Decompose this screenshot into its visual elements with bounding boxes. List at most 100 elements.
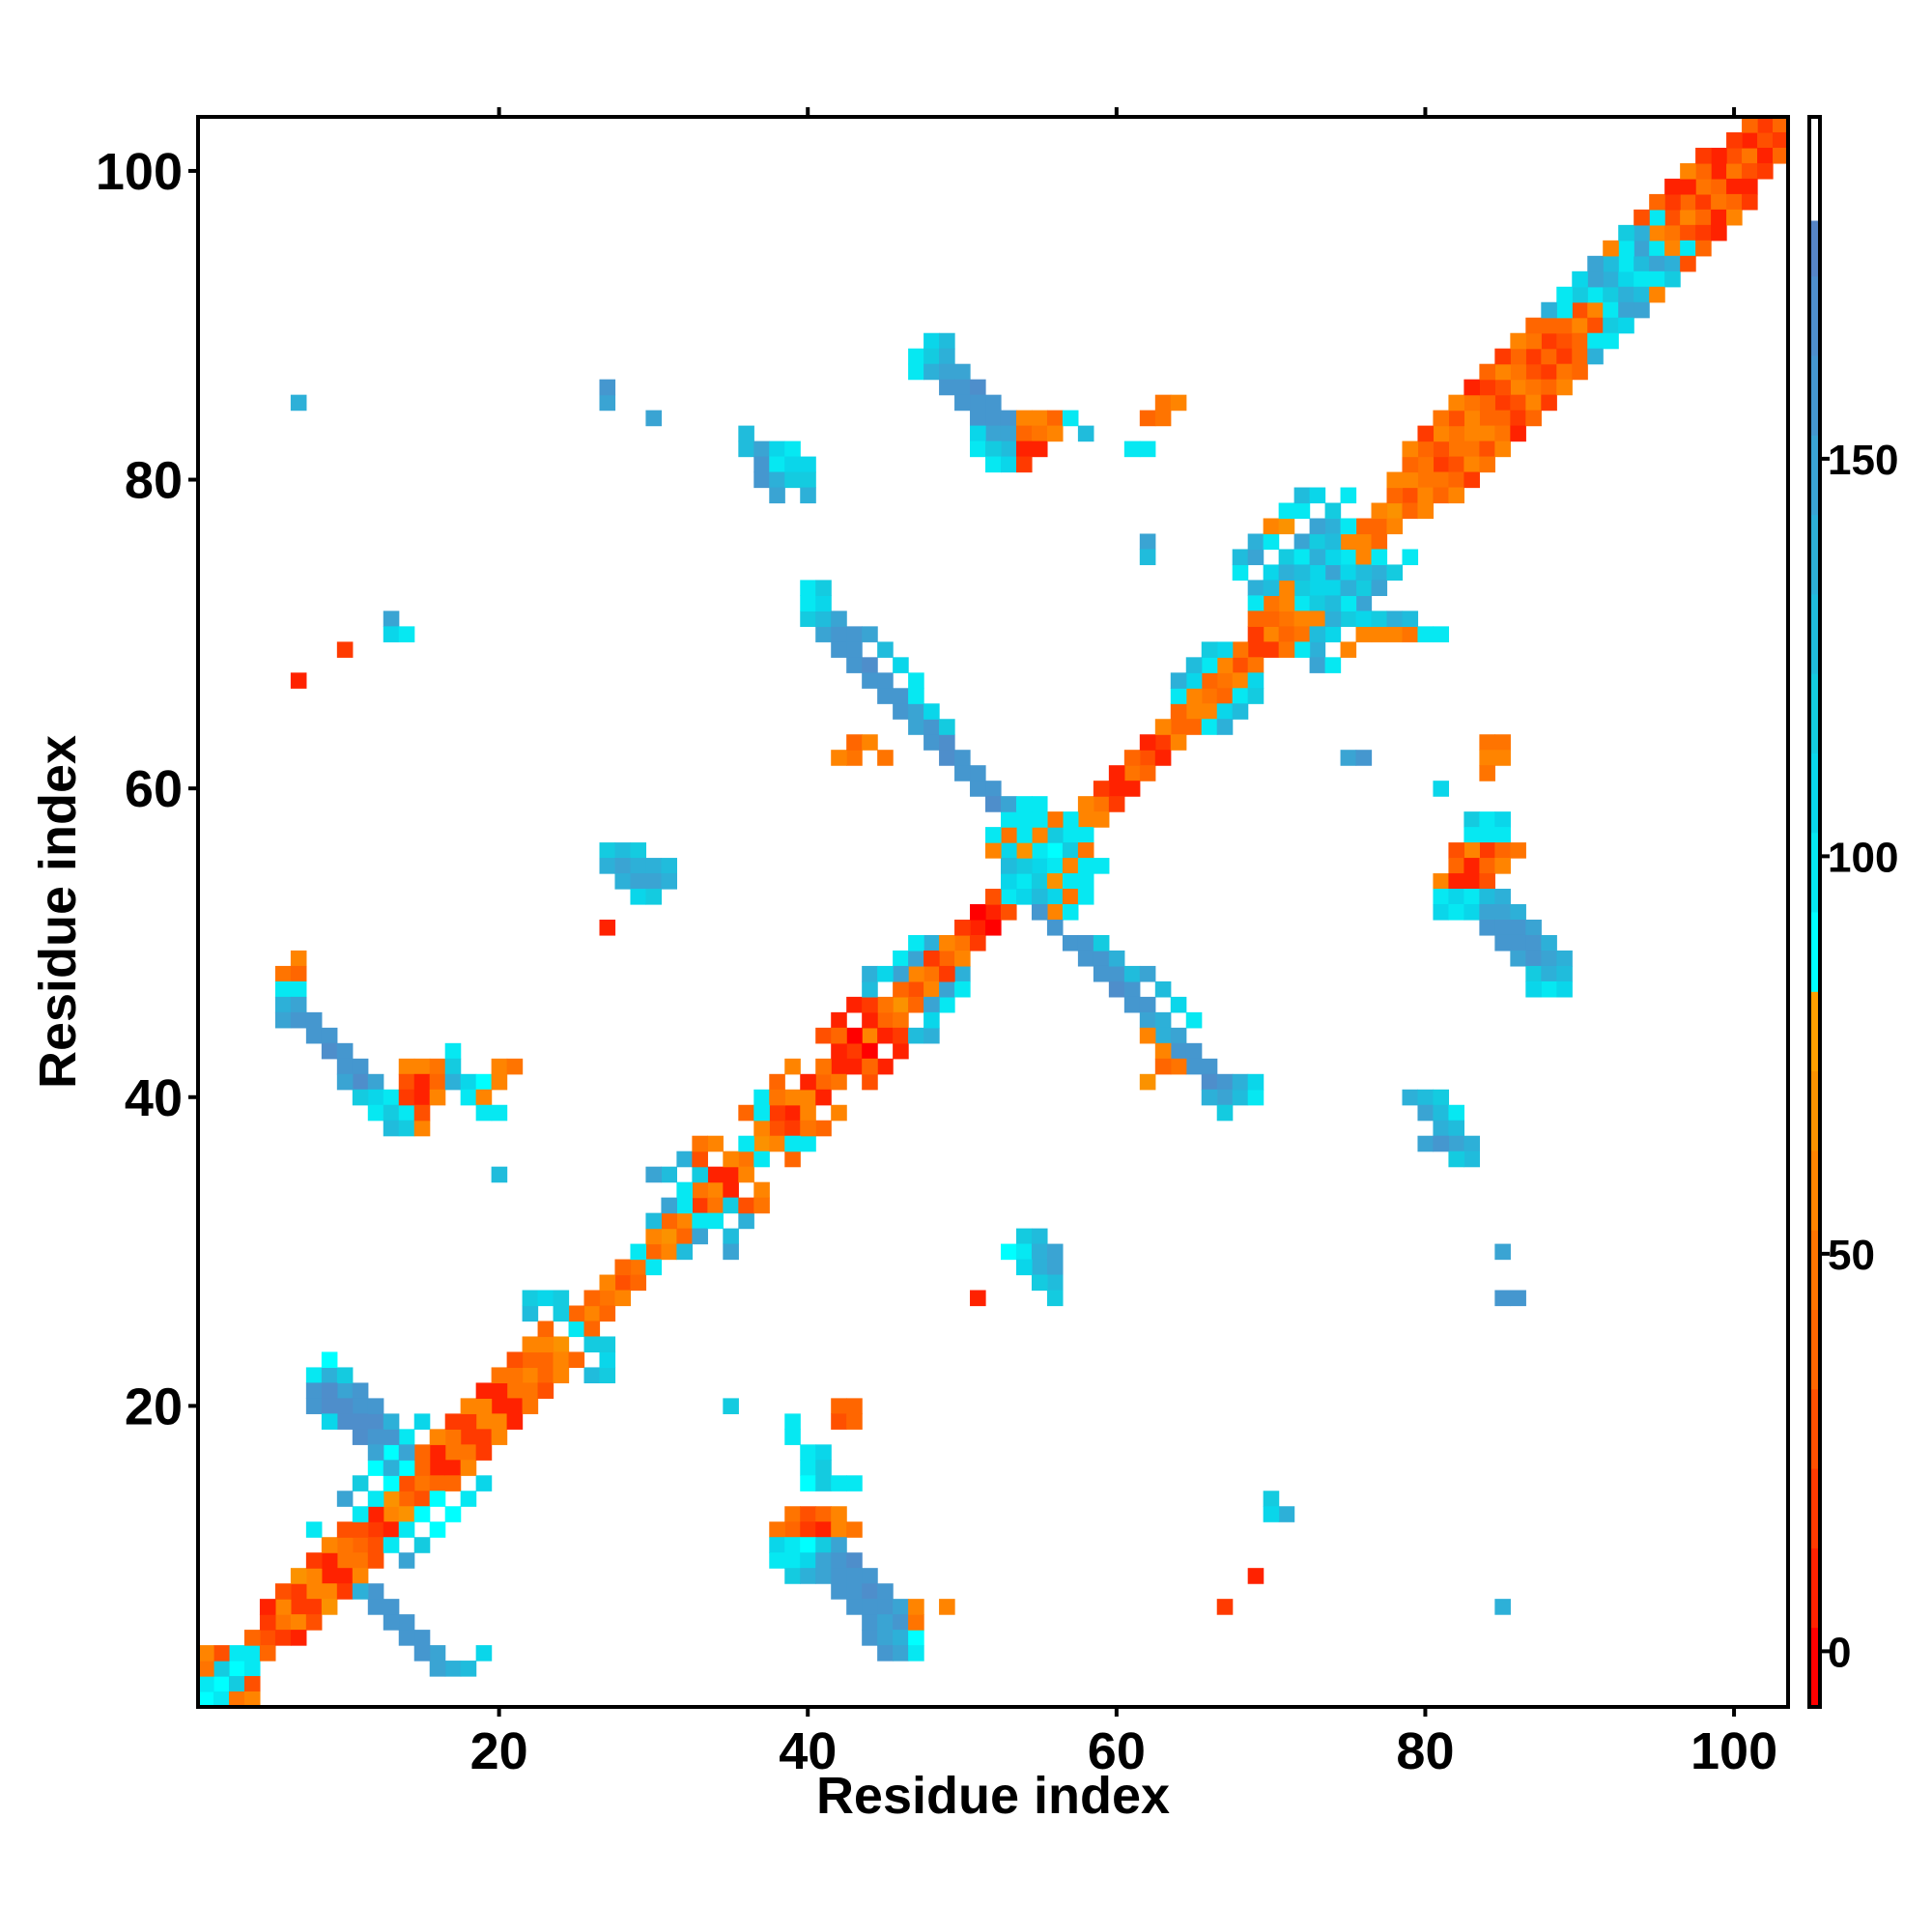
heatmap-cell [954,363,971,381]
heatmap-cell [1062,934,1079,952]
heatmap-cell [1340,564,1357,582]
heatmap-cell [367,1506,384,1522]
heatmap-cell [862,1568,878,1584]
heatmap-cell [893,1630,909,1646]
heatmap-cell [1433,456,1450,473]
heatmap-cell [862,734,878,751]
heatmap-cell [1634,255,1650,272]
heatmap-cell [908,672,924,689]
heatmap-cell [398,1552,415,1569]
heatmap-cell [1463,811,1480,828]
heatmap-cell [692,1228,708,1245]
heatmap-cell [506,1058,524,1075]
heatmap-cell [985,394,1002,412]
heatmap-cell [1433,471,1450,489]
heatmap-cell [1309,564,1326,582]
heatmap-cell [1170,996,1187,1013]
heatmap-cell [661,873,677,890]
heatmap-cell [1077,873,1094,890]
heatmap-cell [305,1583,323,1600]
heatmap-cell [893,1042,909,1060]
heatmap-cell [398,1120,415,1137]
heatmap-cell [1371,533,1388,551]
heatmap-cell [831,1011,847,1029]
heatmap-cell [676,1228,693,1245]
heatmap-cell [1093,950,1110,967]
heatmap-cell [1062,858,1079,874]
heatmap-cell [1556,965,1573,982]
colorbar-segment [1809,1309,1820,1390]
colorbar-segment [1809,1468,1820,1548]
heatmap-cell [1077,811,1094,828]
heatmap-cell [1324,657,1342,673]
heatmap-cell [815,1506,832,1522]
heatmap-cell [1077,425,1094,442]
heatmap-cell [1726,131,1743,149]
heatmap-cell [213,1691,230,1708]
heatmap-cell [784,1120,801,1137]
heatmap-cell [923,719,940,735]
heatmap-cell [1680,240,1696,257]
heatmap-cell [1541,317,1557,334]
heatmap-cell [1649,224,1665,242]
heatmap-cell [352,1413,369,1430]
heatmap-cell [1417,1104,1435,1122]
heatmap-cell [583,1321,601,1338]
heatmap-cell [1541,394,1557,412]
heatmap-cell [831,1104,847,1122]
heatmap-cell [336,641,354,658]
heatmap-cell [1046,811,1064,828]
heatmap-cell [893,688,909,704]
heatmap-cell [1448,889,1465,905]
heatmap-cell [336,1398,354,1414]
heatmap-cell [1525,965,1542,982]
heatmap-cell [429,1089,446,1106]
heatmap-cell [259,1599,276,1615]
heatmap-cell [243,1661,261,1677]
heatmap-cell [862,672,878,689]
heatmap-cell [985,827,1002,843]
x-axis: 20 40 60 80 100 [470,107,1777,1780]
heatmap-cell [336,1568,354,1584]
heatmap-cell [429,1645,446,1662]
heatmap-cell [815,1444,832,1461]
heatmap-cell [1139,1011,1156,1029]
heatmap-cell [954,394,971,412]
heatmap-cell [1463,410,1480,427]
heatmap-cell [274,980,292,998]
heatmap-cell [1170,394,1187,412]
heatmap-cell [1263,1506,1280,1522]
heatmap-cell [738,425,754,442]
heatmap-cell [568,1321,585,1338]
heatmap-cell [1247,657,1264,673]
heatmap-cell [1680,209,1696,226]
heatmap-cell [1000,796,1017,812]
heatmap-cell [1386,518,1404,535]
heatmap-cell [877,965,894,982]
heatmap-cell [429,1444,446,1461]
heatmap-cell [1000,1243,1017,1261]
heatmap-cell [1448,1151,1465,1168]
heatmap-cell [815,1089,832,1106]
heatmap-cell [614,1290,632,1307]
heatmap-cell [1201,657,1218,673]
colorbar-tick-label: 100 [1828,834,1898,881]
heatmap-cell [970,379,986,396]
heatmap-cell [1000,811,1017,828]
heatmap-cell [1247,688,1264,704]
colorbar-segment [1809,1627,1820,1708]
heatmap-cell [444,1661,462,1677]
heatmap-cell [429,1429,446,1445]
heatmap-cell [274,1011,292,1029]
heatmap-cell [274,965,292,982]
heatmap-cell [367,1413,384,1430]
heatmap-cell [398,1073,415,1091]
heatmap-cell [352,1382,369,1399]
heatmap-cell [831,1073,847,1091]
heatmap-cell [1077,842,1094,859]
heatmap-cell [753,1135,770,1152]
heatmap-cell [1309,626,1326,642]
heatmap-cell [893,980,909,998]
heatmap-cell [1031,873,1048,890]
heatmap-cell [1494,734,1511,751]
